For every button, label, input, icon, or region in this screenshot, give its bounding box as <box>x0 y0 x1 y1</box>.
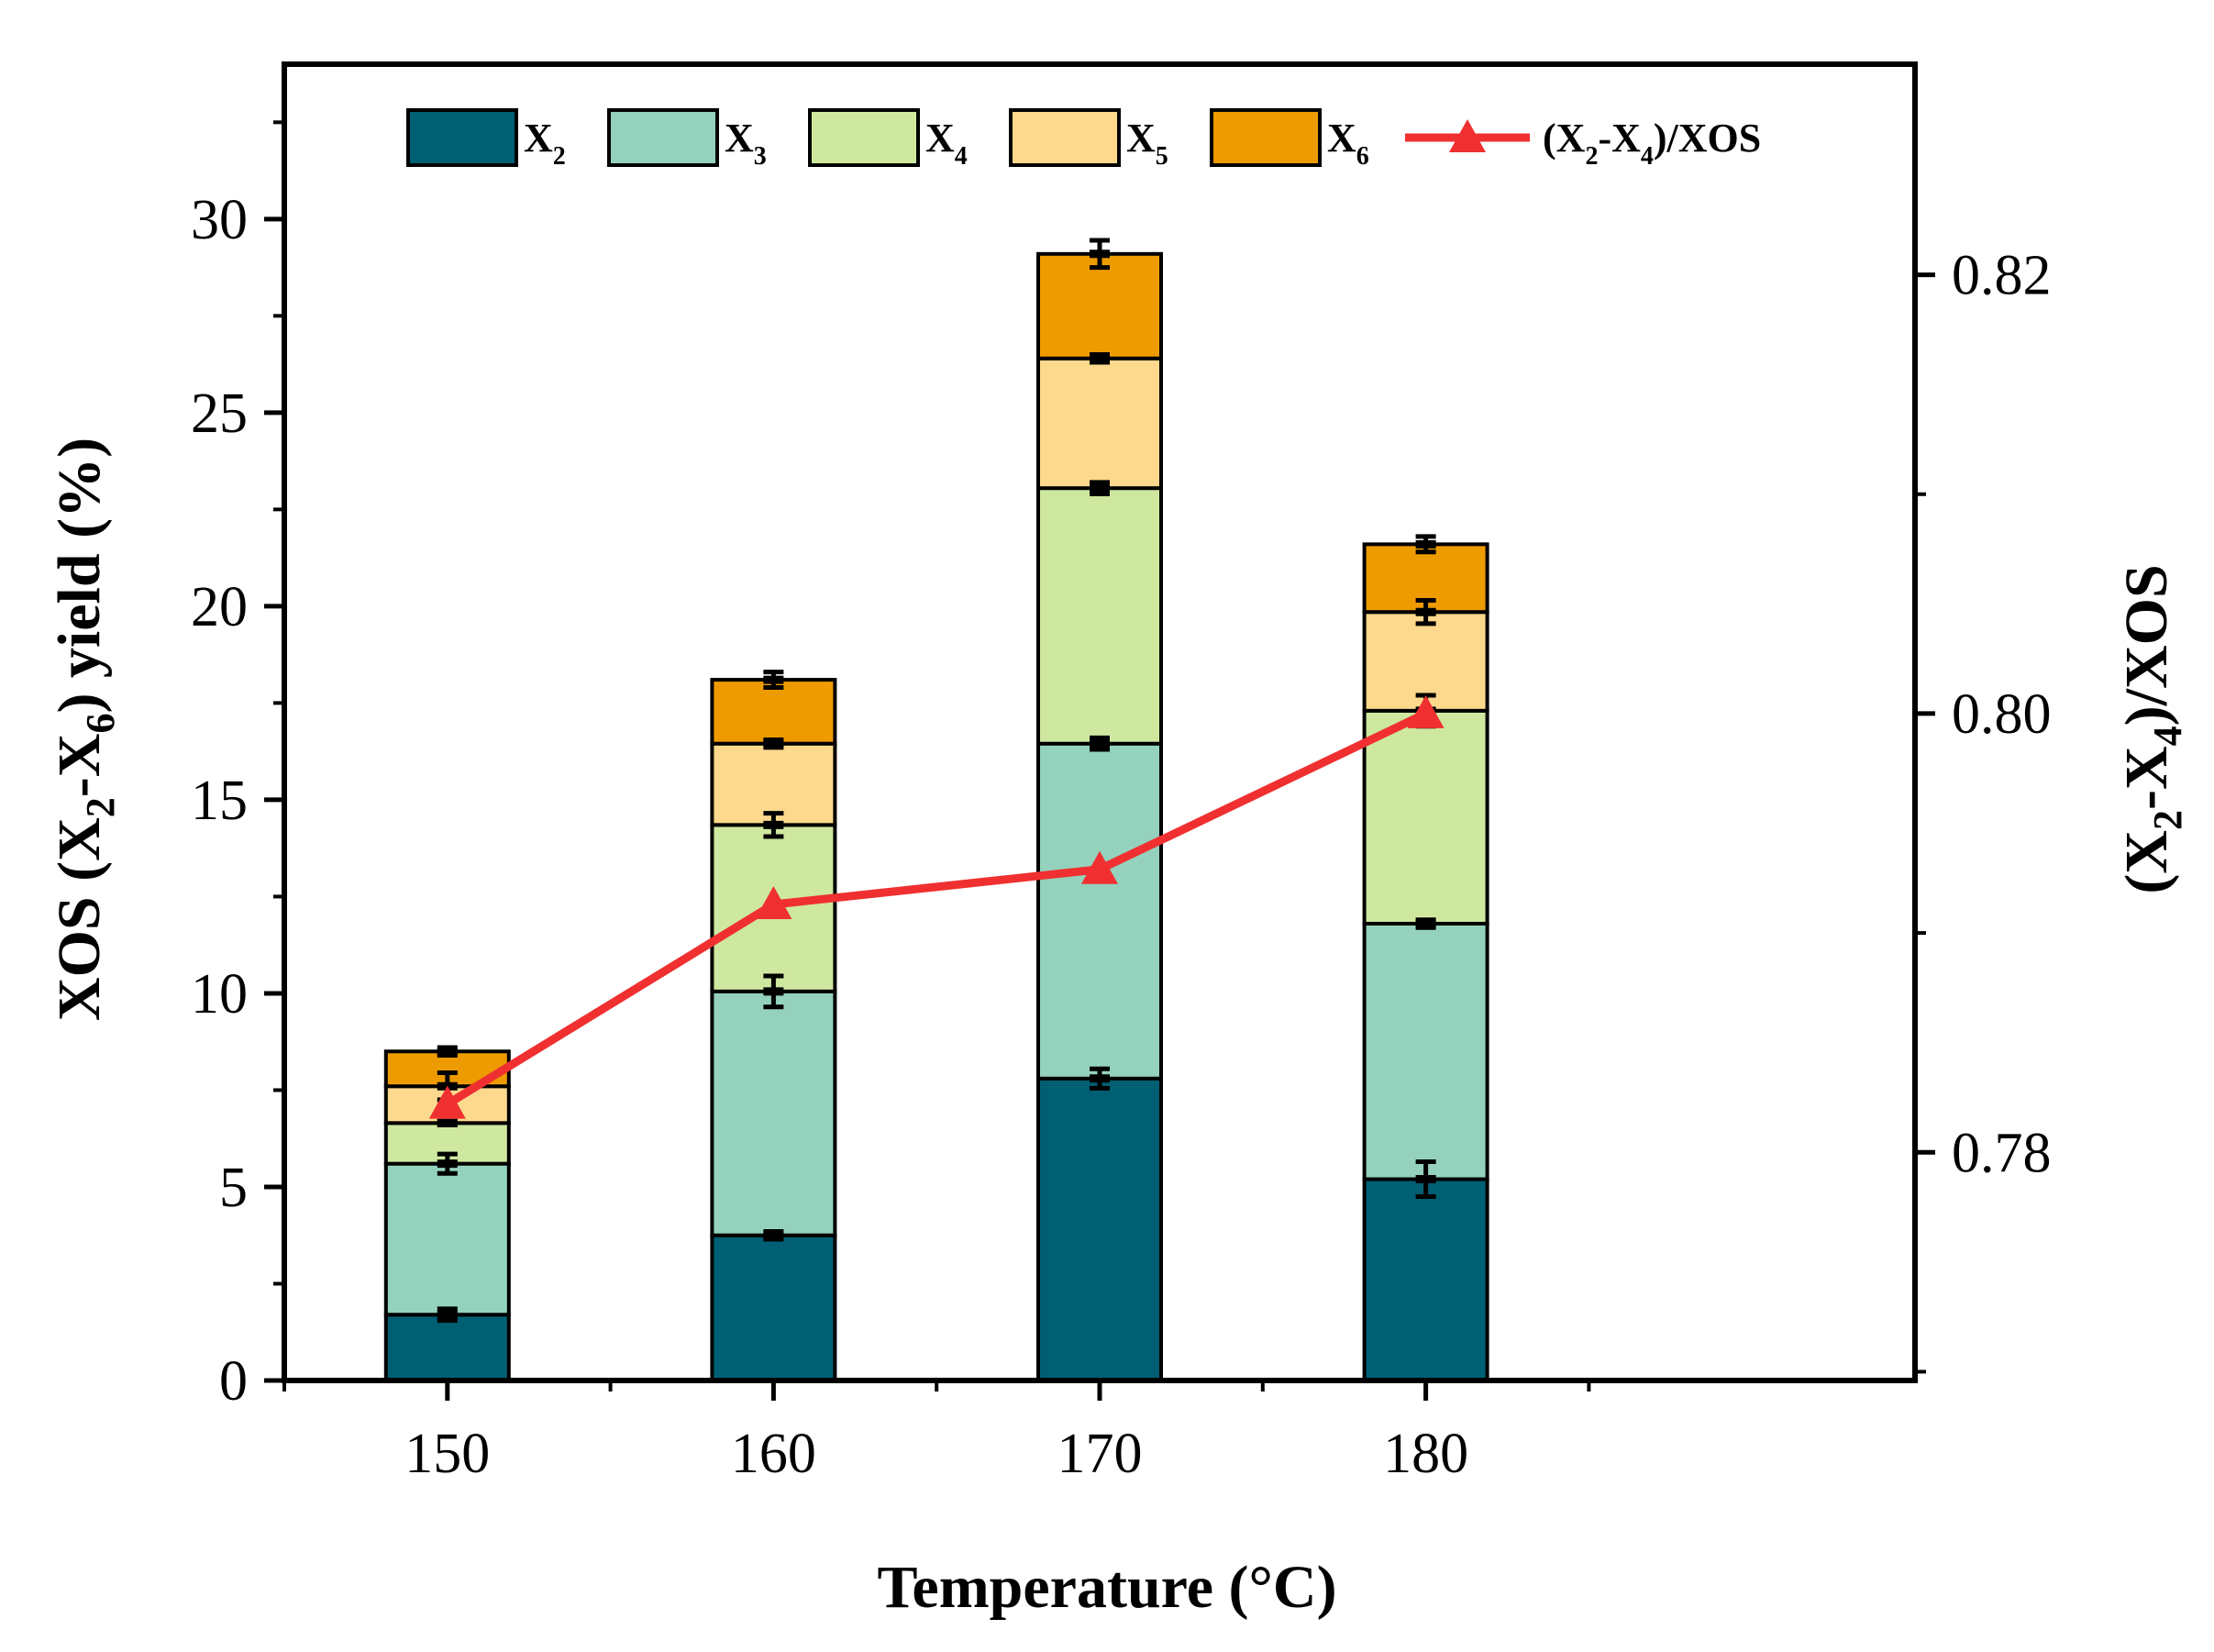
y-tick-label: 5 <box>219 1157 248 1219</box>
legend-swatch-X3 <box>607 108 719 167</box>
x-tick-label: 150 <box>404 1423 490 1485</box>
ratio-marker-150 <box>428 1085 466 1119</box>
x-tick-label: 180 <box>1383 1423 1468 1485</box>
bar-X5-170 <box>1036 356 1163 491</box>
legend-item-X5: X5 <box>1009 108 1168 171</box>
error-bar-X6-170 <box>1090 238 1110 271</box>
ratio-marker-160 <box>755 886 792 920</box>
bar-X3-170 <box>1036 741 1163 1081</box>
legend-item-X6: X6 <box>1210 108 1369 171</box>
bar-X4-180 <box>1362 708 1489 926</box>
x-tick-label: 160 <box>731 1423 816 1485</box>
error-bar-X2-170 <box>1090 1066 1110 1091</box>
error-bar-X2-180 <box>1415 1159 1436 1200</box>
legend: X2 X3 X4 X5 X6 (X2-X4)/XOS <box>406 108 1761 171</box>
error-bar-X4-160 <box>763 811 784 839</box>
y-tick-label: 30 <box>191 189 248 251</box>
legend-swatch-X5 <box>1009 108 1121 167</box>
error-bar-X3-180 <box>1415 917 1436 930</box>
ratio-line-layer <box>428 694 1445 1119</box>
legend-swatch-X6 <box>1210 108 1322 167</box>
legend-label-X6: X6 <box>1327 116 1369 171</box>
error-bar-X4-150 <box>437 1118 458 1127</box>
error-bar-X4-170 <box>1090 480 1110 496</box>
error-bar-X6-150 <box>437 1045 458 1058</box>
legend-label-X3: X3 <box>725 116 767 171</box>
legend-swatch-X2 <box>406 108 518 167</box>
y2-tick-label: 0.78 <box>1952 1122 2052 1184</box>
legend-item-X2: X2 <box>406 108 566 171</box>
y2-axis-title: (X2-X4)/XOS <box>2113 564 2190 893</box>
bar-X4-170 <box>1036 486 1163 746</box>
legend-swatch-X4 <box>808 108 920 167</box>
error-bar-X6-160 <box>763 670 784 691</box>
error-bar-X3-170 <box>1090 735 1110 752</box>
bar-X6-160 <box>710 678 837 746</box>
bars-layer <box>383 251 1489 1382</box>
legend-label-X4: X4 <box>925 116 968 171</box>
legend-triangle-marker <box>1449 119 1486 152</box>
y-axis-title: XOS (X2-X6) yield (%) <box>46 438 123 1021</box>
axes-layer: 0 5 10 15 20 25 30 0.78 0.80 0.82 150 160 170 180 <box>191 61 2052 1485</box>
error-bar-X5-160 <box>763 737 784 750</box>
x-tick-label: 170 <box>1057 1423 1143 1485</box>
ratio-line <box>445 709 1428 1108</box>
legend-label-ratio: (X2-X4)/XOS <box>1543 116 1761 171</box>
x-axis-title: Temperature (°C) <box>877 1554 1336 1621</box>
bar-X2-160 <box>710 1233 837 1382</box>
y-tick-label: 25 <box>191 383 248 445</box>
error-bar-X6-180 <box>1415 534 1436 555</box>
error-bar-X3-160 <box>763 973 784 1010</box>
legend-label-X5: X5 <box>1126 116 1168 171</box>
legend-item-X4: X4 <box>808 108 968 171</box>
y-tick-label: 20 <box>191 576 248 638</box>
ratio-marker-180 <box>1407 694 1445 728</box>
legend-label-X2: X2 <box>524 116 566 171</box>
y-tick-label: 15 <box>191 770 248 832</box>
y2-tick-label: 0.80 <box>1952 683 2052 746</box>
bar-X2-150 <box>383 1313 511 1382</box>
bar-X2-170 <box>1036 1076 1163 1382</box>
error-bar-X5-180 <box>1415 598 1436 626</box>
bar-X3-160 <box>710 989 837 1237</box>
ratio-marker-170 <box>1081 850 1118 884</box>
legend-item-ratio: (X2-X4)/XOS <box>1405 116 1761 171</box>
legend-item-X3: X3 <box>607 108 767 171</box>
error-bar-X5-170 <box>1090 352 1110 365</box>
y2-tick-label: 0.82 <box>1952 245 2052 307</box>
error-bar-X2-160 <box>763 1229 784 1242</box>
error-bar-X3-150 <box>437 1151 458 1176</box>
error-bars-layer <box>437 238 1436 1324</box>
bar-X3-150 <box>383 1161 511 1317</box>
error-bar-X2-150 <box>437 1306 458 1324</box>
bar-X3-180 <box>1362 921 1489 1181</box>
bar-X2-180 <box>1362 1177 1489 1382</box>
y-tick-label: 0 <box>219 1350 248 1413</box>
y-tick-label: 10 <box>191 963 248 1026</box>
